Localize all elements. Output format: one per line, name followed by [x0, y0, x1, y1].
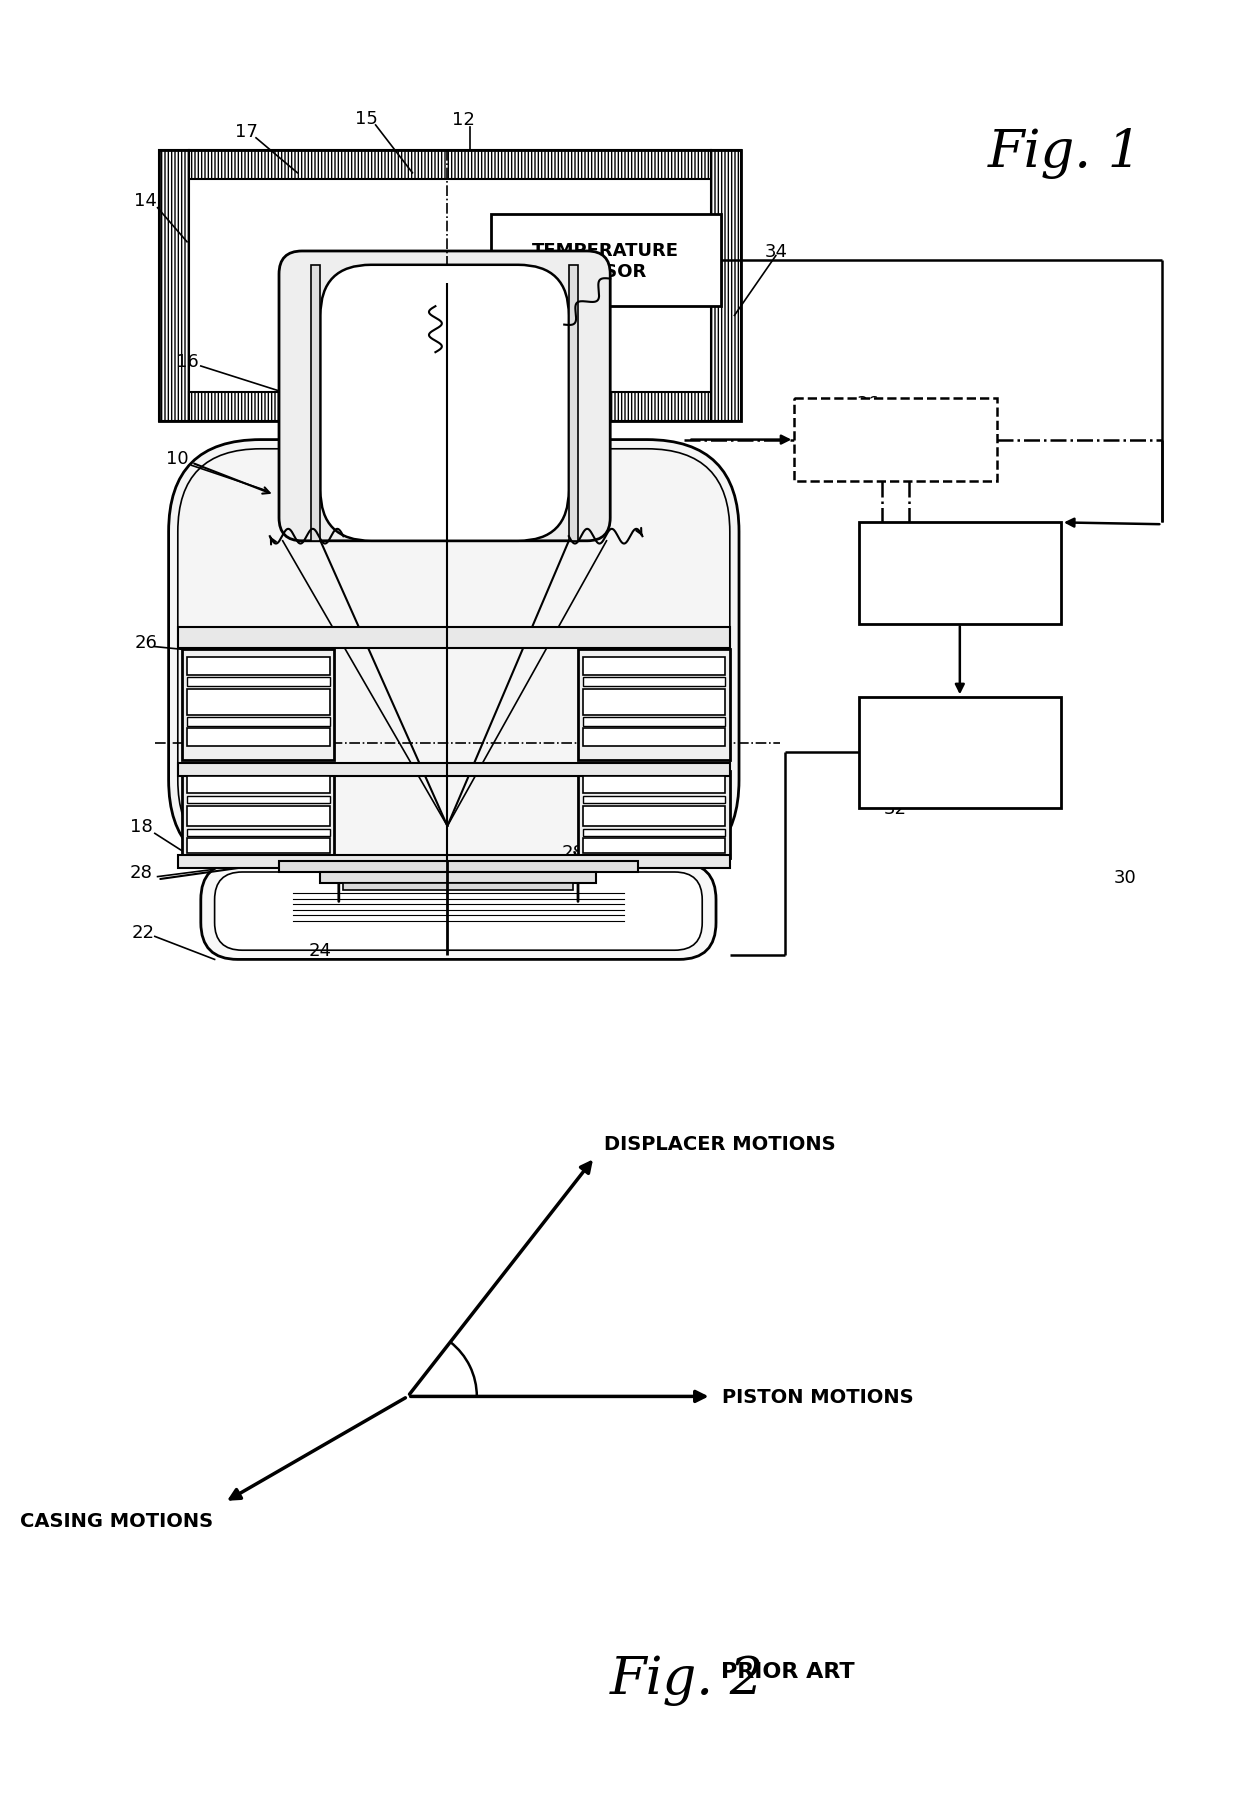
Bar: [283, 334, 327, 504]
Text: 28: 28: [562, 844, 585, 862]
Text: 30: 30: [1114, 869, 1137, 885]
Text: 36: 36: [857, 395, 879, 412]
Bar: [583, 776, 725, 793]
Text: OTHER
SENSORS: OTHER SENSORS: [848, 421, 944, 459]
Text: 24: 24: [309, 941, 332, 960]
Bar: [187, 717, 330, 726]
Text: 26: 26: [134, 633, 157, 651]
Bar: [160, 151, 188, 423]
Bar: [491, 216, 720, 307]
Bar: [311, 265, 320, 542]
Bar: [283, 334, 327, 504]
Bar: [583, 678, 725, 688]
Bar: [279, 862, 637, 873]
Bar: [578, 771, 730, 858]
Bar: [583, 838, 725, 853]
Bar: [583, 805, 725, 827]
Bar: [187, 838, 330, 853]
Text: CONTROL
SYSTEM: CONTROL SYSTEM: [908, 553, 1012, 595]
Text: 32: 32: [884, 800, 906, 816]
Bar: [858, 698, 1061, 809]
Text: 28: 28: [129, 863, 153, 882]
Bar: [182, 649, 335, 760]
Bar: [578, 649, 730, 760]
Bar: [583, 796, 725, 804]
Text: Fig. 1: Fig. 1: [987, 127, 1142, 180]
Text: Fig. 2: Fig. 2: [610, 1654, 765, 1705]
FancyBboxPatch shape: [201, 863, 715, 960]
Text: 18: 18: [130, 818, 153, 836]
Text: 34: 34: [764, 243, 787, 261]
Text: 22: 22: [131, 923, 154, 941]
Bar: [188, 392, 712, 423]
Bar: [177, 764, 730, 776]
Text: 20: 20: [553, 629, 575, 648]
Text: 14: 14: [134, 192, 157, 210]
FancyBboxPatch shape: [215, 873, 702, 951]
Text: PRIOR ART: PRIOR ART: [720, 1662, 854, 1682]
Text: 15: 15: [355, 109, 378, 127]
Bar: [583, 689, 725, 715]
Text: TEMPERATURE
SENSOR: TEMPERATURE SENSOR: [532, 241, 680, 281]
Bar: [188, 151, 712, 180]
Bar: [187, 678, 330, 688]
Bar: [177, 856, 730, 869]
Text: PISTON MOTIONS: PISTON MOTIONS: [723, 1388, 914, 1406]
Bar: [182, 771, 335, 858]
Text: 16: 16: [176, 354, 198, 372]
Bar: [187, 805, 330, 827]
Bar: [563, 334, 606, 504]
Text: 10: 10: [166, 450, 190, 468]
Bar: [795, 399, 997, 483]
Bar: [160, 151, 740, 423]
Bar: [712, 151, 740, 423]
Text: DISPLACER MOTIONS: DISPLACER MOTIONS: [604, 1134, 836, 1154]
Bar: [187, 776, 330, 793]
Bar: [583, 717, 725, 726]
Bar: [343, 883, 573, 891]
Bar: [583, 727, 725, 747]
Bar: [569, 265, 578, 542]
Bar: [583, 657, 725, 677]
Bar: [177, 628, 730, 648]
Bar: [187, 657, 330, 677]
Bar: [858, 522, 1061, 624]
FancyBboxPatch shape: [279, 252, 610, 542]
FancyBboxPatch shape: [169, 441, 739, 873]
FancyBboxPatch shape: [320, 265, 569, 542]
Bar: [187, 829, 330, 836]
Bar: [583, 829, 725, 836]
Bar: [320, 873, 596, 883]
Text: ALTERNATING
ELECTRICAL
POWER
SOURCE: ALTERNATING ELECTRICAL POWER SOURCE: [897, 713, 1023, 793]
Bar: [187, 796, 330, 804]
Bar: [563, 334, 606, 504]
Text: 12: 12: [451, 111, 475, 129]
Bar: [187, 727, 330, 747]
Text: CASING MOTIONS: CASING MOTIONS: [20, 1511, 213, 1531]
Bar: [187, 689, 330, 715]
Text: 17: 17: [236, 123, 258, 141]
